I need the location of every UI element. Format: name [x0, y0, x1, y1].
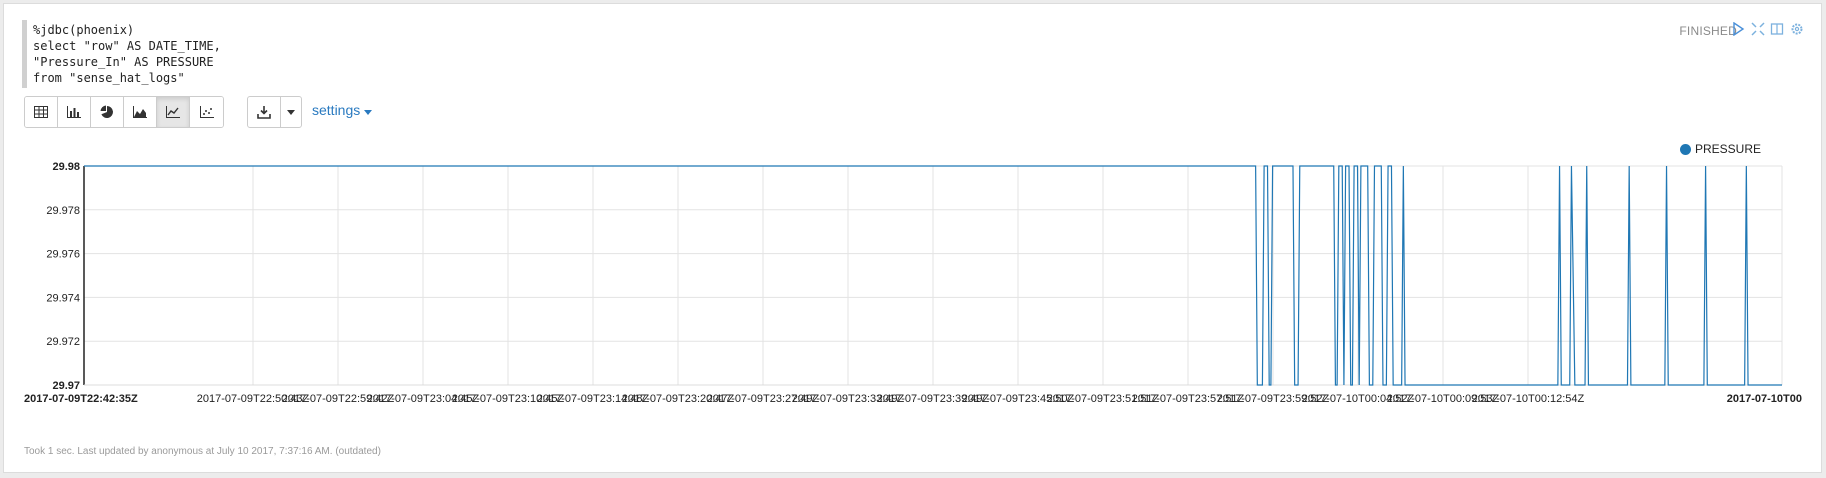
- gear-icon[interactable]: [1789, 22, 1805, 38]
- x-tick-label: 2017-07-09T23:57:51Z: [1132, 393, 1245, 405]
- table-icon[interactable]: [25, 97, 58, 127]
- x-tick-label: 2017-07-09T22:42:35Z: [24, 393, 138, 405]
- book-icon[interactable]: [1769, 22, 1785, 38]
- download-group: [247, 96, 302, 128]
- paragraph-container: [3, 3, 1822, 473]
- code-editor[interactable]: %jdbc(phoenix) select "row" AS DATE_TIME,…: [22, 20, 221, 88]
- legend-dot: [1680, 143, 1691, 155]
- line-chart-icon[interactable]: [157, 97, 190, 127]
- bar-chart-icon[interactable]: [58, 97, 91, 127]
- y-tick-label: 29.98: [52, 161, 80, 173]
- expand-icon[interactable]: [1750, 22, 1766, 38]
- x-tick-label: 2017-07-09T23:33:49Z: [792, 393, 905, 405]
- y-tick-label: 29.97: [52, 380, 80, 392]
- x-tick-label: 2017-07-09T22:59:42Z: [282, 393, 395, 405]
- view-toggle-group: [24, 96, 224, 128]
- x-tick-label: 2017-07-09T23:10:45Z: [452, 393, 565, 405]
- x-tick-label: 2017-07-09T23:14:48Z: [537, 393, 650, 405]
- x-tick-label: 2017-07-10T00:12:54Z: [1472, 393, 1585, 405]
- x-tick-label: 2017-07-10T00: [1727, 393, 1802, 405]
- x-tick-label: 2017-07-09T23:45:50Z: [962, 393, 1075, 405]
- chevron-down-icon: [364, 110, 373, 115]
- code-line: select "row" AS DATE_TIME,: [33, 39, 221, 53]
- code-line: from "sense_hat_logs": [33, 71, 185, 85]
- x-tick-label: 2017-07-09T23:27:49Z: [707, 393, 820, 405]
- legend-label: PRESSURE: [1695, 142, 1762, 156]
- scatter-chart-icon[interactable]: [190, 97, 223, 127]
- settings-label: settings: [312, 102, 361, 118]
- settings-dropdown[interactable]: settings: [312, 102, 373, 118]
- chart-legend[interactable]: PRESSURE: [1680, 142, 1761, 156]
- download-icon[interactable]: [248, 97, 281, 127]
- x-tick-label: 2017-07-09T23:59:52Z: [1217, 393, 1330, 405]
- status-label: FINISHED: [1679, 24, 1737, 38]
- y-tick-label: 29.976: [46, 249, 80, 261]
- x-tick-label: 2017-07-09T22:50:43Z: [197, 393, 310, 405]
- x-tick-label: 2017-07-09T23:20:47Z: [622, 393, 735, 405]
- series-line-pressure: [84, 165, 1782, 386]
- x-tick-label: 2017-07-09T23:39:49Z: [877, 393, 990, 405]
- play-icon[interactable]: [1730, 21, 1746, 38]
- x-tick-label: 2017-07-09T23:51:51Z: [1047, 393, 1160, 405]
- code-line: "Pressure_In" AS PRESSURE: [33, 55, 214, 69]
- area-chart-icon[interactable]: [124, 97, 157, 127]
- pie-chart-icon[interactable]: [91, 97, 124, 127]
- y-tick-label: 29.972: [46, 336, 80, 348]
- code-line: %jdbc(phoenix): [33, 23, 135, 37]
- chevron-down-icon[interactable]: [281, 97, 301, 127]
- y-tick-label: 29.978: [46, 205, 80, 217]
- x-tick-label: 2017-07-10T00:04:52Z: [1302, 393, 1415, 405]
- x-tick-label: 2017-07-10T00:09:53Z: [1387, 393, 1500, 405]
- y-tick-label: 29.974: [46, 292, 80, 304]
- footer-status: Took 1 sec. Last updated by anonymous at…: [24, 446, 381, 457]
- x-tick-label: 2017-07-09T23:04:45Z: [367, 393, 480, 405]
